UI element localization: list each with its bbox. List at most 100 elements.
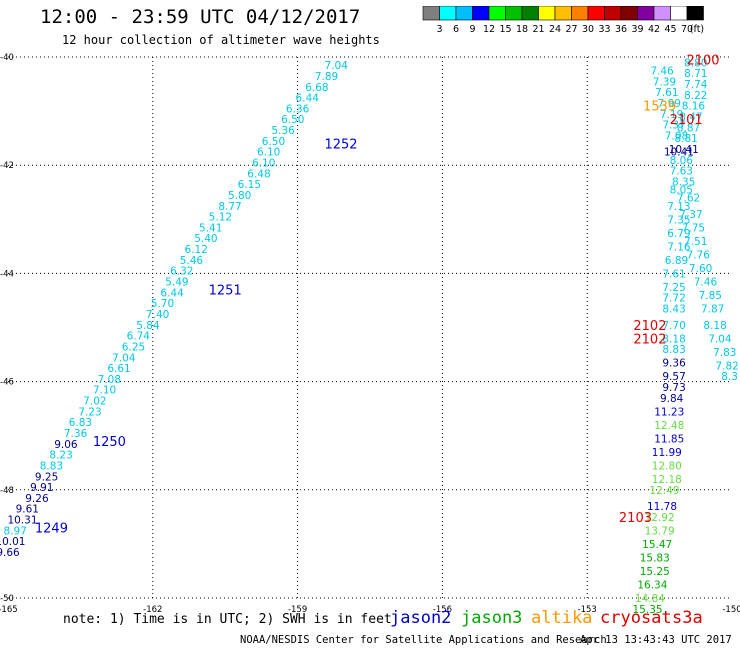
colorbar-label: 70 [681, 24, 693, 35]
wave-height-point: 8.80 [684, 57, 707, 69]
wave-height-point: 7.46 [650, 66, 674, 78]
wave-height-point: 6.32 [170, 266, 193, 278]
wave-height-point: 5.80 [228, 190, 251, 202]
wave-height-point: 8.97 [4, 525, 27, 537]
wave-height-point: 7.39 [653, 76, 676, 88]
wave-height-point: 7.25 [662, 282, 685, 294]
wave-height-point: 6.68 [305, 82, 328, 94]
wave-height-point: 7.46 [694, 277, 718, 289]
wave-height-point: 10.01 [0, 536, 25, 548]
wave-height-point: 7.40 [146, 309, 169, 321]
pass-label: 2100 [686, 54, 719, 69]
colorbar-label: 9 [469, 24, 475, 35]
legend-jason2: jason2 [390, 608, 452, 628]
wave-height-point: 12.48 [654, 420, 684, 432]
wave-height-point: 6.15 [238, 179, 261, 191]
wave-height-point: 6.44 [296, 93, 320, 105]
colorbar-label: 12 [483, 24, 495, 35]
y-tick-label: -42 [0, 161, 14, 171]
wave-height-point: 9.36 [662, 358, 686, 370]
y-tick-label: -40 [0, 53, 14, 63]
wave-height-point: 6.83 [69, 417, 92, 429]
wave-height-point: 7.85 [699, 290, 722, 302]
wave-height-point: 7.87 [701, 304, 724, 316]
wave-height-point: 6.36 [286, 103, 310, 115]
wave-height-point: 5.12 [209, 212, 232, 224]
wave-height-point: 9.66 [0, 547, 20, 559]
wave-height-point: 7.08 [665, 130, 688, 142]
wave-height-point: 8.43 [662, 304, 685, 316]
wave-height-point: 15.47 [642, 539, 672, 551]
wave-height-point: 8.18 [662, 333, 685, 345]
pass-label: 2102 [633, 319, 666, 334]
wave-height-point: 15.83 [640, 552, 670, 564]
wave-height-point: 6.10 [252, 157, 275, 169]
wave-height-point: 11.85 [654, 433, 684, 445]
wave-height-point: 7.99 [658, 98, 681, 110]
x-tick-label: -153 [578, 605, 597, 615]
y-tick-label: -48 [0, 486, 14, 496]
wave-height-point: 8.16 [682, 101, 706, 113]
wave-height-point: 7.37 [662, 120, 685, 132]
wave-height-point: 9.25 [35, 471, 58, 483]
wave-height-point: 7.76 [687, 249, 711, 261]
wave-height-point: 7.62 [677, 193, 700, 205]
wave-height-point: 11.99 [652, 447, 682, 459]
wave-height-point: 7.72 [662, 293, 685, 305]
wave-height-point: 8.77 [218, 201, 241, 213]
wave-height-point: 12.80 [652, 460, 682, 472]
wave-height-point: 8.83 [662, 344, 685, 356]
wave-height-point: 13.79 [645, 525, 675, 537]
colorbar-label: 6 [453, 24, 459, 35]
legend-jason3: jason3 [461, 608, 523, 628]
footer-credit: NOAA/NESDIS Center for Satellite Applica… [240, 634, 607, 646]
wave-height-point: 16.34 [637, 579, 667, 591]
pass-label: 1252 [324, 138, 357, 153]
wave-height-point: 5.46 [180, 255, 204, 267]
wave-height-point: 7.60 [689, 263, 712, 275]
wave-height-point: 8.71 [684, 68, 707, 80]
wave-height-point: 7.04 [325, 60, 349, 72]
wave-height-point: 7.35 [667, 214, 690, 226]
wave-height-point: 10.31 [7, 515, 37, 527]
colorbar-swatch [686, 6, 704, 21]
pass-label: 1539 [643, 100, 676, 115]
colorbar-label: 42 [648, 24, 660, 35]
legend-s3a: s3a [672, 608, 703, 628]
x-tick-label: -150 [722, 605, 740, 615]
x-tick-label: -159 [288, 605, 307, 615]
wave-height-point: 8.87 [677, 122, 700, 134]
colorbar-label: 39 [631, 24, 643, 35]
wave-height-point: 6.79 [667, 228, 690, 240]
wave-height-point: 7.83 [713, 347, 736, 359]
colorbar-label: 15 [499, 24, 511, 35]
pass-label: 1249 [35, 522, 68, 537]
wave-height-point: 11.78 [647, 501, 677, 513]
wave-height-point: 8.81 [674, 133, 697, 145]
wave-height-point: 8.35 [672, 176, 695, 188]
wave-height-point: 7.82 [715, 360, 738, 372]
wave-height-point: 6.44 [160, 287, 184, 299]
wave-height-point: 8.3 [721, 371, 738, 383]
wave-height-point: 7.61 [662, 268, 685, 280]
wave-height-point: 7.04 [112, 352, 136, 364]
wave-height-point: 9.91 [30, 482, 53, 494]
wave-height-point: 7.10 [93, 385, 116, 397]
pass-label: 2101 [670, 113, 703, 128]
footer-timestamp: Apr 13 13:43:43 UTC 2017 [580, 634, 732, 646]
units-note: note: 1) Time is in UTC; 2) SWH is in fe… [63, 612, 392, 627]
wave-height-point: 7.37 [679, 209, 702, 221]
wave-height-point: 7.75 [682, 222, 705, 234]
wave-height-point: 6.74 [127, 331, 151, 343]
wave-height-point: 12.49 [649, 485, 679, 497]
colorbar-label: 24 [549, 24, 561, 35]
wave-height-point: 7.61 [655, 87, 678, 99]
pass-label: 1251 [209, 284, 242, 299]
colorbar-label: 3 [436, 24, 442, 35]
wave-height-point: 14.84 [635, 593, 665, 605]
wave-height-point: 6.12 [185, 244, 208, 256]
page-subtitle: 12 hour collection of altimeter wave hei… [62, 33, 380, 47]
pass-label: 2102 [633, 332, 666, 347]
wave-height-point: 5.70 [151, 298, 174, 310]
wave-height-point: 5.40 [194, 233, 217, 245]
